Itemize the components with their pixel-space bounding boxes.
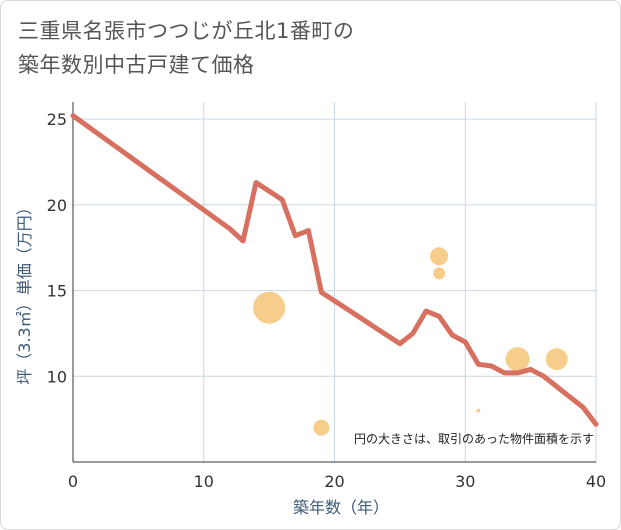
y-tick-label: 15 — [47, 282, 67, 301]
bubble-point — [545, 348, 568, 371]
axes — [72, 102, 596, 463]
bubble-series — [253, 247, 568, 436]
bubble-size-note: 円の大きさは、取引のあった物件面積を示す — [354, 431, 594, 446]
tick-labels: 0 10 20 30 40 10 15 20 25 — [47, 110, 607, 491]
chart-title-line-1: 三重県名張市つつじが丘北1番町の — [18, 19, 355, 43]
y-tick-label: 10 — [47, 367, 67, 386]
bubble-point — [430, 247, 449, 266]
x-tick-label: 10 — [194, 472, 214, 491]
bubble-point — [313, 419, 330, 436]
x-tick-label: 40 — [586, 472, 606, 491]
y-tick-label: 20 — [47, 196, 67, 215]
x-tick-label: 30 — [455, 472, 475, 491]
chart-title-line-2: 築年数別中古戸建て価格 — [18, 53, 255, 77]
x-tick-label: 0 — [68, 472, 78, 491]
bubble-point — [476, 408, 481, 413]
bubble-point — [505, 347, 530, 372]
x-axis-label: 築年数（年） — [293, 498, 389, 517]
bubble-point — [253, 291, 286, 324]
y-axis-label: 坪（3.3㎡）単価（万円） — [15, 199, 34, 384]
y-tick-label: 25 — [47, 110, 67, 129]
chart-title: 三重県名張市つつじが丘北1番町の 築年数別中古戸建て価格 — [18, 14, 354, 82]
grid — [73, 102, 597, 462]
x-tick-label: 20 — [324, 472, 344, 491]
bubble-point — [433, 267, 446, 280]
price-line — [70, 113, 599, 427]
price-line-series — [70, 113, 599, 427]
